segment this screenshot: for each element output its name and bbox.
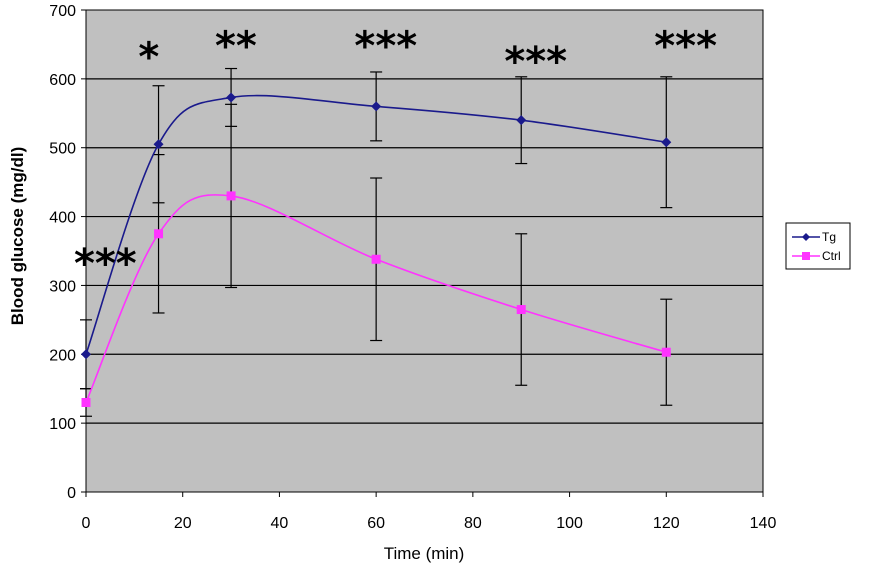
x-axis-ticks: 0 20 40 60 80 100 120 140 (82, 492, 777, 532)
x-tick-label: 100 (556, 515, 583, 532)
data-point-ctrl (371, 254, 381, 264)
legend-label-tg: Tg (822, 230, 836, 244)
x-tick-label: 40 (271, 515, 289, 532)
series-markers (81, 92, 672, 407)
series-line-tg (85, 94, 667, 355)
significance-marker: *** (654, 23, 717, 69)
legend-label-ctrl: Ctrl (822, 249, 841, 263)
series-lines (85, 94, 667, 403)
data-point-tg (81, 349, 91, 360)
x-tick-label: 0 (82, 515, 91, 532)
data-point-tg (661, 137, 672, 148)
y-axis-title: Blood glucose (mg/dl) (8, 147, 27, 326)
data-point-tg (153, 139, 164, 150)
legend: Tg Ctrl (785, 222, 851, 270)
y-tick-label: 100 (49, 416, 76, 433)
data-point-ctrl (516, 305, 526, 315)
x-tick-label: 140 (750, 515, 777, 532)
y-tick-label: 0 (67, 485, 76, 502)
x-tick-label: 60 (367, 515, 385, 532)
x-tick-label: 20 (174, 515, 192, 532)
data-point-ctrl (81, 397, 91, 407)
series-line-ctrl (85, 194, 667, 403)
legend-marker-tg (802, 233, 810, 241)
x-tick-label: 80 (464, 515, 482, 532)
y-tick-label: 600 (49, 72, 76, 89)
data-point-ctrl (226, 191, 236, 201)
data-point-tg (226, 92, 237, 103)
legend-box (785, 222, 851, 270)
significance-annotations: **** ** *** *** *** (74, 23, 717, 287)
x-tick-label: 120 (653, 515, 680, 532)
significance-marker: * (138, 34, 159, 80)
y-tick-label: 200 (49, 347, 76, 364)
data-point-ctrl (154, 229, 164, 239)
y-tick-label: 500 (49, 141, 76, 158)
significance-marker: *** (74, 241, 137, 287)
data-point-tg (371, 101, 382, 112)
y-axis-ticks: 0 100 200 300 400 500 600 700 (49, 3, 86, 502)
y-tick-label: 400 (49, 210, 76, 227)
significance-marker: *** (504, 39, 567, 85)
x-axis-title: Time (min) (384, 544, 465, 563)
significance-marker: ** (215, 23, 257, 69)
y-tick-label: 700 (49, 3, 76, 20)
data-point-ctrl (661, 347, 671, 357)
data-point-tg (516, 115, 527, 126)
significance-marker: *** (354, 23, 417, 69)
gridlines (86, 78, 763, 424)
y-tick-label: 300 (49, 278, 76, 295)
legend-marker-ctrl (802, 252, 810, 260)
plot-area (85, 9, 764, 493)
